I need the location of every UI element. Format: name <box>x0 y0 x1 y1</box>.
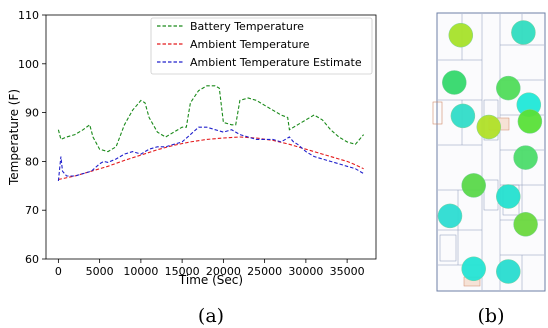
y-tick-label: 70 <box>25 204 39 217</box>
plot-frame <box>45 14 377 260</box>
y-tick-label: 80 <box>25 155 39 168</box>
y-axis-label: Temperature (F) <box>7 89 21 186</box>
caption-b: (b) <box>478 305 505 327</box>
sensor-marker <box>461 173 486 198</box>
legend-label: Ambient Temperature Estimate <box>190 56 362 69</box>
sensor-marker <box>437 203 463 229</box>
sensor-marker <box>448 22 474 48</box>
sensor-marker <box>496 184 521 209</box>
series-line-0 <box>57 85 365 153</box>
caption-a: (a) <box>198 305 224 327</box>
sensor-marker <box>450 103 476 129</box>
x-tick-label: 20000 <box>206 265 241 278</box>
legend-label: Battery Temperature <box>190 20 304 33</box>
x-tick-label: 5000 <box>86 265 114 278</box>
panel-a-line-chart: 0 5000 10000 15000 20000 25000 30000 35000 60 70… <box>7 9 377 287</box>
sensor-marker <box>496 259 521 284</box>
sensor-marker <box>496 75 521 101</box>
sensor-marker <box>476 114 502 140</box>
sensor-marker <box>461 256 486 282</box>
x-tick-label: 15000 <box>165 265 200 278</box>
y-tick-label: 110 <box>18 9 39 22</box>
legend-label: Ambient Temperature <box>190 38 310 51</box>
sensor-marker <box>511 20 536 45</box>
sensor-marker <box>513 145 538 170</box>
panel-b-floor-plan <box>432 12 546 292</box>
x-tick-label: 25000 <box>247 265 282 278</box>
x-tick-label: 0 <box>55 265 62 278</box>
x-tick-label: 35000 <box>330 265 365 278</box>
sensor-marker <box>517 109 543 134</box>
sensor-marker <box>513 212 538 237</box>
sensor-markers <box>437 20 543 284</box>
x-tick-label: 10000 <box>123 265 158 278</box>
series-line-2 <box>57 126 364 181</box>
series-line-1 <box>58 136 364 181</box>
x-axis-ticks: 0 5000 10000 15000 20000 25000 30000 35000 <box>55 259 365 278</box>
series-layer <box>57 85 365 181</box>
y-axis-ticks: 60 70 80 90 100 110 <box>18 9 46 266</box>
x-tick-label: 30000 <box>288 265 323 278</box>
y-tick-label: 90 <box>25 107 39 120</box>
y-tick-label: 60 <box>25 253 39 266</box>
legend: Battery Temperature Ambient Temperature Am… <box>150 17 373 75</box>
x-axis-label: Time (Sec) <box>178 273 243 287</box>
sensor-marker <box>442 70 467 95</box>
y-tick-label: 100 <box>18 58 39 71</box>
legend-box <box>150 17 373 75</box>
